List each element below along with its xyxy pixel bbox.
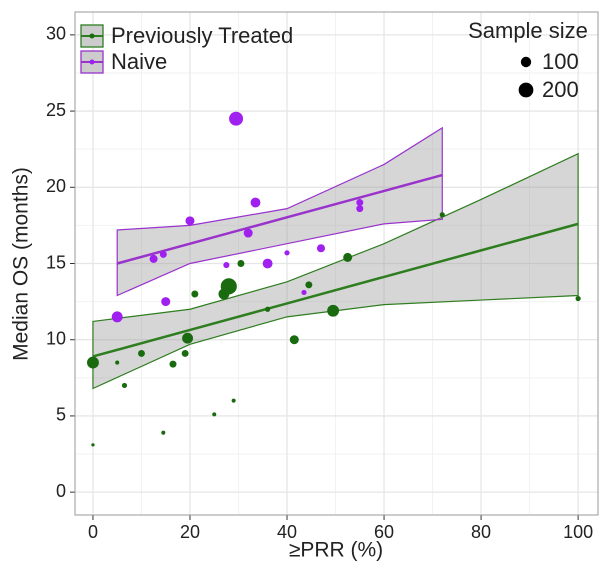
y-tick-label: 25 xyxy=(46,100,66,120)
data-point xyxy=(229,111,244,126)
data-point xyxy=(262,258,273,269)
legend-label: Previously Treated xyxy=(111,23,293,48)
data-point xyxy=(181,349,189,357)
confidence-band xyxy=(116,126,443,297)
x-tick-label: 100 xyxy=(563,522,593,542)
legend-label: Naive xyxy=(111,49,167,74)
confidence-band xyxy=(92,152,579,390)
data-point xyxy=(223,261,230,269)
data-point xyxy=(182,332,194,344)
data-point xyxy=(250,197,261,208)
data-point xyxy=(356,199,364,207)
size-legend-title: Sample size xyxy=(468,18,588,43)
size-legend-label: 200 xyxy=(542,77,579,102)
data-point xyxy=(212,412,217,417)
data-point xyxy=(243,228,253,238)
data-point xyxy=(169,360,177,368)
data-point xyxy=(301,289,307,296)
data-point xyxy=(111,311,123,323)
x-tick-label: 0 xyxy=(88,522,98,542)
x-axis-label: ≥PRR (%) xyxy=(289,539,383,562)
x-tick-label: 20 xyxy=(180,522,200,542)
data-point xyxy=(115,360,120,365)
data-point xyxy=(439,212,445,218)
legend-key-dot xyxy=(89,33,95,39)
fit-line xyxy=(92,222,579,358)
data-point xyxy=(265,306,271,312)
data-point xyxy=(121,382,128,389)
data-point xyxy=(161,297,171,307)
y-tick-label: 0 xyxy=(56,481,66,501)
data-point xyxy=(91,443,95,447)
size-legend-key xyxy=(520,56,532,68)
data-point xyxy=(161,430,166,435)
size-legend-key xyxy=(518,82,534,98)
data-point xyxy=(343,252,353,262)
data-point xyxy=(191,290,199,298)
y-axis-label: Median OS (months) xyxy=(10,167,33,361)
data-point xyxy=(159,250,167,258)
x-tick-label: 60 xyxy=(374,522,394,542)
data-point xyxy=(316,244,326,253)
y-tick-label: 10 xyxy=(46,328,66,348)
data-point xyxy=(289,335,299,345)
data-point xyxy=(327,304,340,317)
y-tick-label: 5 xyxy=(56,405,66,425)
data-point xyxy=(284,250,290,256)
data-point xyxy=(575,295,581,302)
data-point xyxy=(185,216,195,226)
data-point xyxy=(231,398,236,403)
data-point xyxy=(137,349,145,357)
y-tick-label: 15 xyxy=(46,252,66,272)
data-point xyxy=(87,356,99,369)
y-tick-label: 20 xyxy=(46,176,66,196)
data-point xyxy=(305,281,313,289)
fit-line xyxy=(116,173,443,265)
data-point xyxy=(237,260,245,267)
legend-key-dot xyxy=(89,59,95,65)
data-point xyxy=(356,205,364,213)
data-point xyxy=(149,254,158,263)
x-tick-label: 80 xyxy=(471,522,491,542)
data-point xyxy=(220,278,237,295)
x-tick-label: 40 xyxy=(277,522,297,542)
plot-border xyxy=(74,11,599,516)
size-legend-label: 100 xyxy=(542,49,579,74)
y-tick-label: 30 xyxy=(46,24,66,44)
